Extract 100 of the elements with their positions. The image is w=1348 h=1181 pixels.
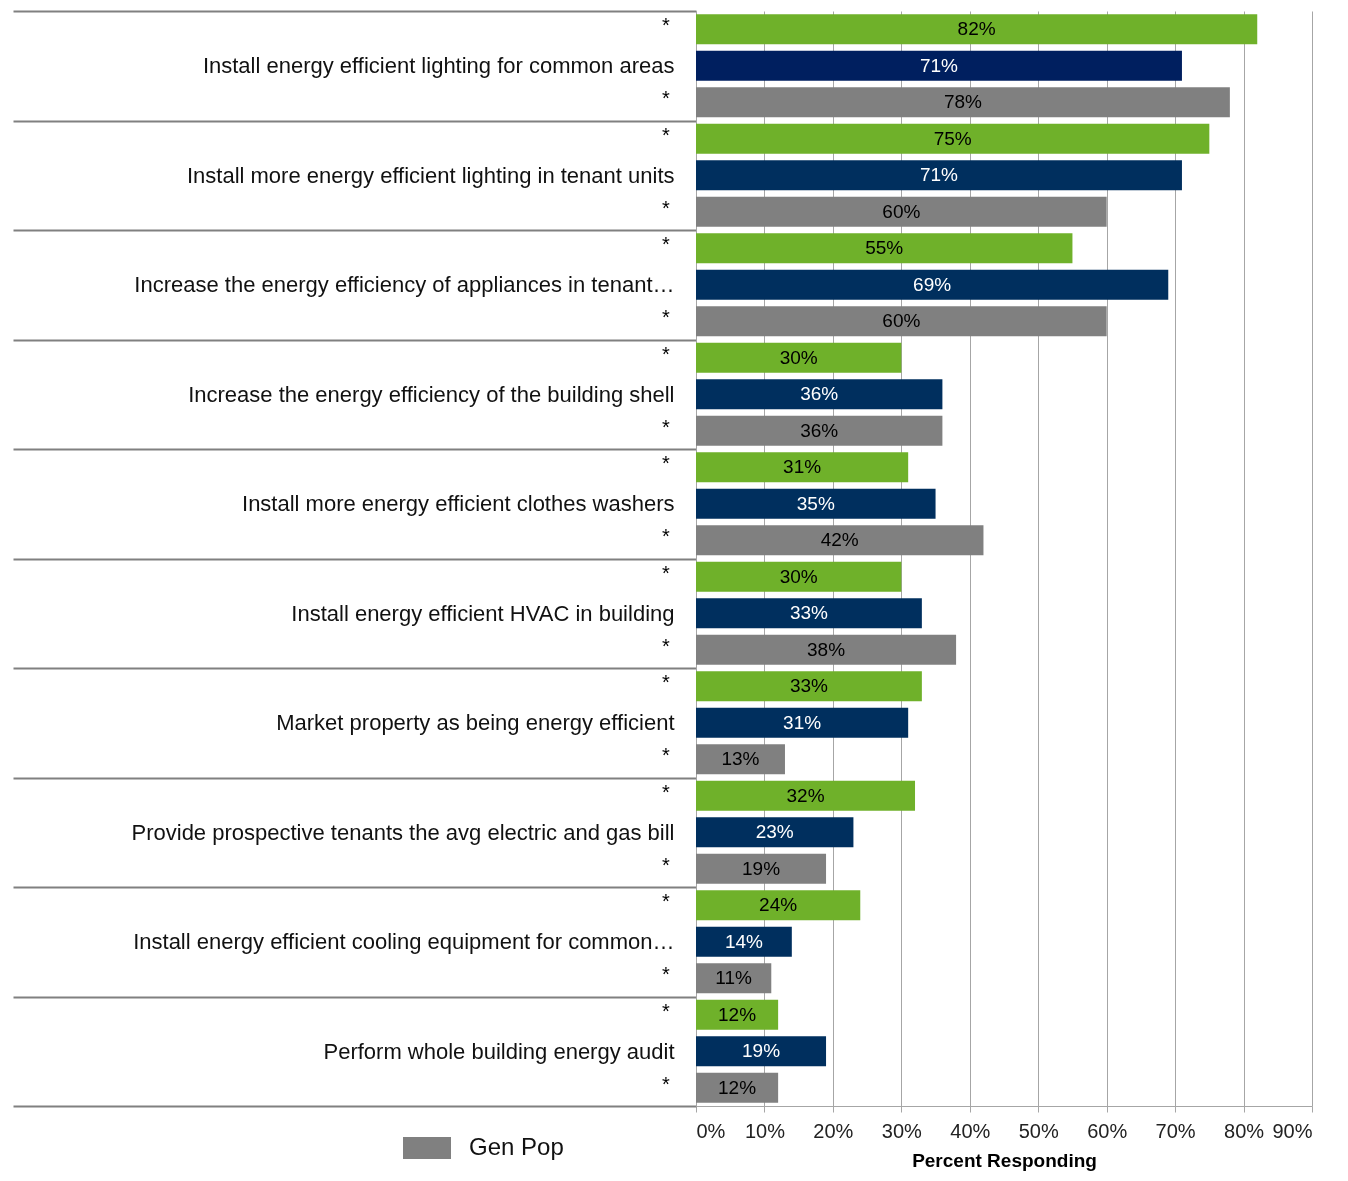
text: * [662, 525, 671, 548]
data-label: 71% [919, 54, 959, 76]
data-label: 19% [742, 857, 781, 879]
x-axis-title: Percent Responding [912, 1149, 1097, 1171]
bar [696, 306, 1107, 337]
bar [696, 233, 1073, 264]
bar [696, 415, 943, 446]
data-label: 14% [724, 930, 764, 952]
bar [696, 707, 909, 738]
data-label: 35% [796, 492, 835, 514]
text: * [662, 123, 671, 146]
data-label: 32% [786, 784, 825, 806]
bar [696, 634, 957, 665]
legend-label: Gen Pop [469, 1133, 564, 1160]
text: * [662, 561, 671, 584]
y-tick-label: Perform whole building energy audit [323, 1038, 675, 1064]
data-label: 13% [721, 748, 760, 770]
data-label: 71% [919, 164, 959, 186]
text: * [662, 671, 671, 694]
data-label: 36% [800, 419, 839, 441]
data-label: 12% [718, 1076, 757, 1098]
bar [696, 14, 1258, 45]
data-label: 75% [933, 127, 972, 149]
bar [696, 525, 984, 556]
data-label: 30% [779, 346, 818, 368]
bar [696, 87, 1230, 118]
data-label: 31% [783, 456, 822, 478]
bar [696, 452, 909, 483]
y-tick-label: Install more energy efficient lighting in tenant units [186, 162, 675, 188]
text: * [662, 963, 671, 986]
data-label: 55% [865, 237, 904, 259]
bar [696, 926, 792, 957]
x-tick-label: 0% [696, 1119, 726, 1142]
bar [696, 342, 902, 373]
data-label: 60% [882, 310, 921, 332]
x-tick-label: 80% [1224, 1119, 1265, 1142]
y-tick-label: Increase the energy efficiency of appliances in tenant… [134, 272, 675, 298]
data-label: 12% [718, 1003, 757, 1025]
data-label: 11% [715, 967, 753, 989]
bar [696, 379, 943, 410]
bar [696, 744, 785, 775]
y-tick-label: Install more energy efficient clothes washers [242, 491, 675, 517]
text: * [662, 1072, 671, 1095]
bar [696, 598, 922, 629]
bar [696, 817, 854, 848]
text: * [662, 634, 671, 657]
data-label: 24% [759, 894, 798, 916]
x-tick-label: 30% [881, 1119, 923, 1142]
text: * [662, 415, 671, 438]
text: * [662, 233, 671, 256]
bar [696, 123, 1210, 154]
text: * [662, 306, 671, 329]
bar [696, 196, 1107, 227]
text: * [662, 452, 671, 475]
bar [696, 160, 1182, 191]
data-label: 42% [820, 529, 859, 551]
bar [696, 488, 936, 519]
y-tick-label: Increase the energy efficiency of the building shell [188, 381, 675, 407]
data-label: 69% [913, 273, 952, 295]
text: * [662, 744, 671, 767]
text: * [662, 890, 671, 913]
bar [696, 963, 772, 994]
data-label: 30% [779, 565, 818, 587]
y-tick-label: Install energy efficient lighting for common areas [202, 53, 675, 79]
bar [696, 269, 1169, 300]
bar [696, 1072, 779, 1103]
text: * [662, 196, 671, 219]
bar [696, 671, 922, 702]
bar [696, 50, 1182, 81]
text: * [662, 14, 671, 37]
text: * [662, 87, 671, 110]
data-label: 31% [783, 711, 822, 733]
data-label: 36% [800, 383, 839, 405]
y-tick-label: Market property as being energy efficient [276, 710, 675, 736]
x-tick-label: 60% [1087, 1119, 1128, 1142]
x-tick-label: 70% [1155, 1119, 1196, 1142]
bar [696, 999, 779, 1030]
bar [696, 853, 827, 884]
data-label: 38% [807, 638, 846, 660]
text: * [662, 780, 671, 803]
y-tick-label: Install energy efficient cooling equipment for common… [133, 929, 675, 955]
bar [696, 780, 916, 811]
text: * [662, 342, 671, 365]
data-label: 23% [755, 821, 794, 843]
data-label: 78% [943, 91, 983, 113]
bar [696, 1036, 827, 1067]
data-label: 19% [742, 1040, 781, 1062]
data-label: 60% [882, 200, 921, 222]
x-tick-label: 20% [813, 1119, 854, 1142]
bar [696, 890, 861, 921]
text: * [662, 999, 671, 1022]
data-label: 33% [789, 602, 829, 624]
x-tick-label: 90% [1272, 1119, 1313, 1142]
data-label: 82% [957, 18, 996, 40]
data-label: 33% [789, 675, 829, 697]
bar [696, 561, 902, 592]
y-tick-label: Provide prospective tenants the avg electric and gas bill [131, 819, 675, 845]
x-tick-label: 40% [950, 1119, 991, 1142]
x-tick-label: 50% [1018, 1119, 1059, 1142]
x-tick-label: 10% [744, 1119, 786, 1142]
